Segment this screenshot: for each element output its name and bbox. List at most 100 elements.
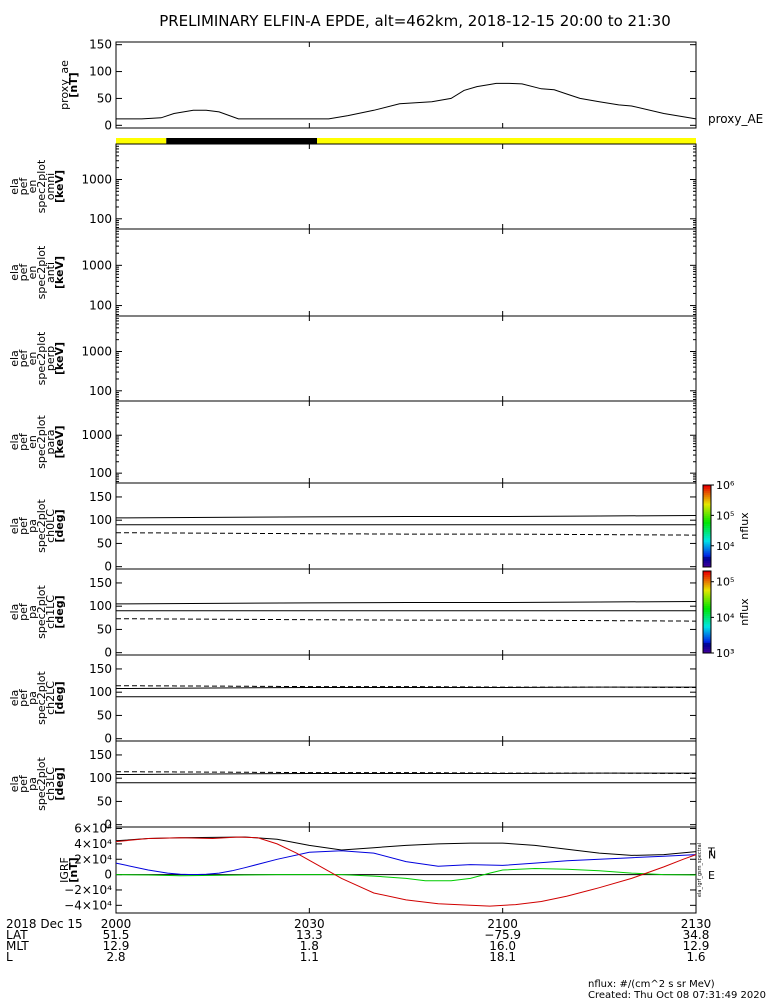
colorbar-frame [702, 570, 712, 654]
y-tick-label: 100 [89, 513, 112, 527]
colorbar-cell [703, 614, 711, 617]
series-line-0 [115, 515, 697, 519]
panel-frame [115, 482, 697, 570]
colorbar-cell [703, 605, 711, 609]
series-line-2 [115, 532, 697, 536]
colorbar-cell [703, 489, 711, 492]
colorbar-cell [703, 534, 711, 537]
y-tick-label: 50 [97, 91, 112, 105]
y-axis-label: pef [17, 349, 30, 368]
y-axis-label: [deg] [53, 595, 66, 628]
colorbar-cell [703, 642, 711, 646]
y-axis-label: pa [26, 519, 39, 533]
y-axis-label: pef [17, 774, 30, 793]
panel-frame [115, 228, 697, 317]
colorbar-cell [703, 650, 711, 654]
colorbar-cell [703, 513, 711, 517]
colorbar-cell [703, 632, 711, 636]
colorbar-cell [703, 505, 711, 509]
panel-frame [115, 143, 697, 230]
y-tick-label: 0 [104, 118, 112, 132]
panel-frame [115, 41, 697, 129]
colorbar-cell [703, 599, 711, 603]
y-axis-label: en [26, 266, 39, 280]
colorbar-cell [703, 593, 711, 597]
colorbar-cell [703, 485, 711, 488]
colorbar-cell [703, 589, 711, 592]
colorbar-cell [703, 564, 711, 568]
colorbar-7: 10⁵ 10⁴ 10³ nflux [702, 570, 751, 660]
y-tick-label: 4×10⁴ [74, 837, 112, 851]
colorbar-cell [703, 558, 711, 562]
colorbar-cell [703, 597, 711, 601]
panel-frame [115, 654, 697, 742]
y-axis-label: pef [17, 688, 30, 707]
colorbar-cell [703, 538, 711, 541]
y-axis-label: ela [8, 434, 21, 451]
series-line-3 [115, 836, 697, 907]
colorbar-cell [703, 544, 711, 547]
panel-1 [116, 138, 696, 144]
y-axis-label: pa [26, 777, 39, 791]
x-axis-value: 2130 [681, 917, 712, 931]
colorbar-cell [703, 536, 711, 539]
colorbar-cell [703, 595, 711, 599]
y-axis-label: [nT] [67, 72, 80, 97]
y-axis-label: ch2LC [44, 681, 57, 715]
y-axis-label: [keV] [53, 256, 66, 289]
colorbar-cell [703, 640, 711, 644]
x-axis-value: 16.0 [489, 939, 516, 953]
y-tick-label: 100 [89, 384, 112, 398]
y-tick-label: 1000 [81, 428, 112, 442]
y-tick-label: 150 [89, 490, 112, 504]
panel-frame [115, 400, 697, 484]
y-tick-label: 100 [89, 299, 112, 313]
colorbar-cell [703, 509, 711, 513]
y-axis-label: pef [17, 516, 30, 535]
y-axis-label: ch3LC [44, 767, 57, 801]
x-axis-value: 2000 [101, 917, 132, 931]
y-tick-label: 100 [89, 599, 112, 613]
colorbar-cell [703, 636, 711, 640]
y-axis-label: [deg] [53, 681, 66, 714]
y-axis-label: [deg] [53, 509, 66, 542]
panel-0: 150 100 50 0 proxy_ae[nT] proxy_AE [58, 38, 763, 133]
x-axis-value: 18.1 [489, 950, 516, 964]
colorbar-cell [703, 577, 711, 580]
colorbar-cell [703, 507, 711, 511]
y-axis-label: spec2plot [35, 757, 48, 811]
y-axis-label: spec2plot [35, 415, 48, 469]
colorbar-cell [703, 579, 711, 582]
colorbar-label: nflux [738, 598, 751, 626]
x-axis-value: 12.9 [683, 939, 710, 953]
y-axis-label: [nT] [67, 857, 80, 882]
series-line-2 [115, 618, 697, 622]
series-line-0 [116, 82, 697, 120]
colorbar-cell [703, 515, 711, 519]
y-tick-label: 50 [97, 708, 112, 722]
colorbar-tick-label: 10⁴ [716, 611, 735, 624]
y-axis-label: pef [17, 602, 30, 621]
y-axis-label: pa [26, 605, 39, 619]
x-axis-value: 34.8 [683, 928, 710, 942]
colorbar-cell [703, 573, 711, 576]
y-axis-label: omni [44, 173, 57, 200]
colorbar-cell [703, 493, 711, 496]
colorbar-cell [703, 646, 711, 650]
y-axis-label: en [26, 435, 39, 449]
colorbar-cell [703, 638, 711, 642]
orbit-bar-segment [166, 138, 318, 144]
panel-frame [115, 568, 697, 656]
colorbar-cell [703, 562, 711, 566]
colorbar-cell [703, 546, 711, 550]
colorbar-cell [703, 528, 711, 531]
y-axis-label: spec2plot [35, 331, 48, 385]
